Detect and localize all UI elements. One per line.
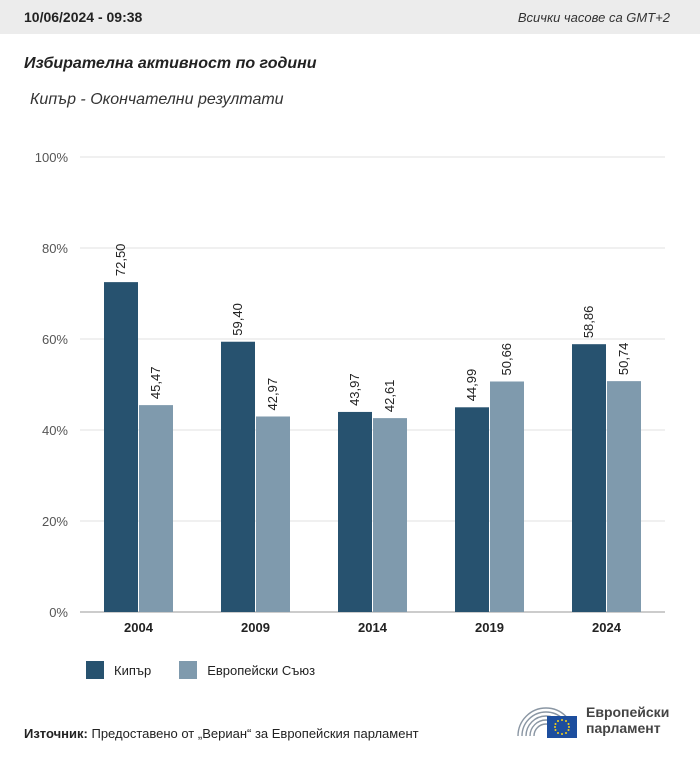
data-label: 50,66 [499, 343, 514, 376]
legend-swatch-eu [179, 661, 198, 679]
chart-title: Избирателна активност по години [24, 55, 317, 72]
bar [104, 282, 138, 612]
y-tick-label: 20% [42, 514, 68, 529]
legend-item-eu: Европейски Съюз [179, 661, 315, 679]
bar [139, 405, 173, 612]
data-label: 42,97 [265, 378, 280, 411]
y-tick-label: 40% [42, 423, 68, 438]
bar [490, 381, 524, 612]
data-label: 50,74 [616, 343, 631, 376]
data-label: 42,61 [382, 380, 397, 413]
bar-chart: 0% 20% 40% 60% 80% 100% 72,50 45,47 2004 59,40 42,… [35, 150, 665, 635]
data-label: 43,97 [347, 373, 362, 406]
data-label: 44,99 [464, 369, 479, 402]
logo-line-1: Европейски [586, 704, 670, 720]
data-label: 59,40 [230, 303, 245, 336]
european-parliament-logo: Европейски парламент [514, 700, 669, 740]
data-label: 58,86 [581, 306, 596, 339]
y-tick-label: 100% [35, 150, 69, 165]
y-tick-label: 0% [49, 605, 68, 620]
x-tick-label: 2024 [592, 620, 622, 635]
y-tick-label: 80% [42, 241, 68, 256]
logo-line-2: парламент [586, 720, 661, 736]
source-label: Източник: [24, 726, 88, 741]
y-tick-label: 60% [42, 332, 68, 347]
source-footer: Източник: Предоставено от „Вериан“ за Ев… [24, 726, 419, 741]
data-label: 45,47 [148, 367, 163, 400]
legend-label-eu: Европейски Съюз [207, 662, 316, 678]
x-tick-label: 2014 [358, 620, 388, 635]
legend-item-cyprus: Кипър [86, 661, 151, 679]
bar [607, 381, 641, 612]
legend: Кипър Европейски Съюз [86, 661, 343, 679]
bar [455, 407, 489, 612]
timezone-note: Всички часове са GMT+2 [517, 9, 670, 25]
legend-swatch-cyprus [86, 661, 104, 679]
bar [338, 411, 372, 612]
bar [256, 416, 290, 612]
datetime: 10/06/2024 - 09:38 [24, 9, 143, 25]
bar [221, 341, 255, 612]
x-tick-label: 2019 [475, 620, 504, 635]
chart-subtitle: Кипър - Окончателни резултати [30, 91, 284, 108]
bar [572, 344, 606, 612]
x-tick-label: 2009 [241, 620, 270, 635]
top-bar: 10/06/2024 - 09:38 Всички часове са GMT+… [0, 0, 700, 34]
parliament-hemicycle-icon [517, 707, 577, 738]
x-tick-label: 2004 [124, 620, 154, 635]
data-label: 72,50 [113, 244, 128, 277]
legend-label-cyprus: Кипър [114, 662, 152, 678]
source-text: Предоставено от „Вериан“ за Европейския … [91, 726, 419, 741]
bar [373, 418, 407, 612]
